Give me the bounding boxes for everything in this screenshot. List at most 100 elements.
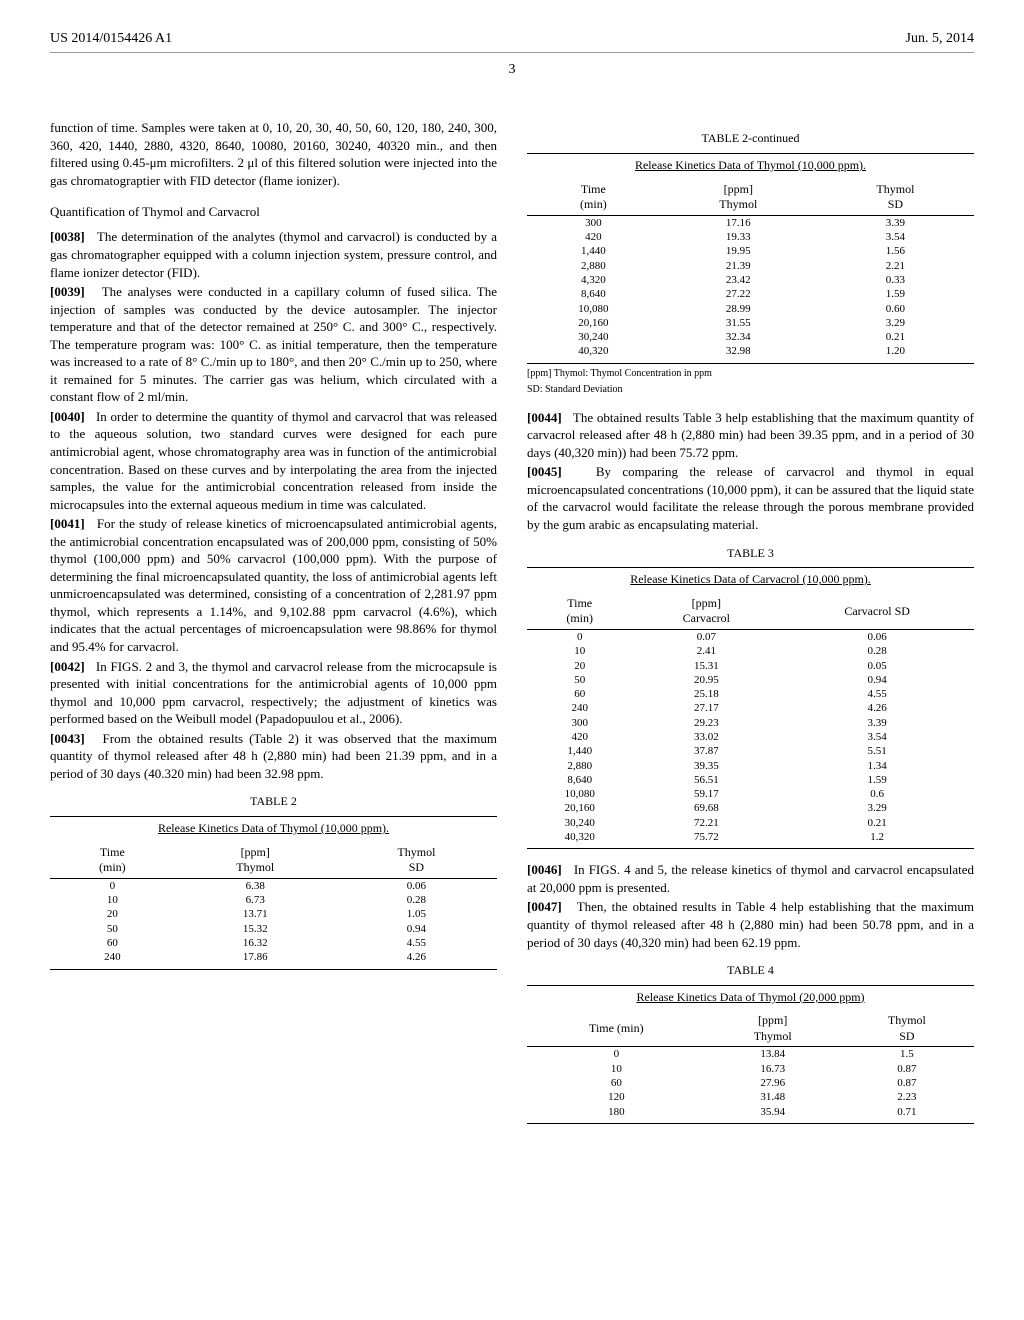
table-cell: 2,880 xyxy=(527,259,660,273)
table-cell: 0.28 xyxy=(336,893,497,907)
table-cell: 19.33 xyxy=(660,230,817,244)
bracket-0040: [0040] xyxy=(50,409,85,424)
para-0042-text: In FIGS. 2 and 3, the thymol and carvacr… xyxy=(50,659,497,727)
table-cell: 16.32 xyxy=(175,936,336,950)
table-cell: 60 xyxy=(50,936,175,950)
table-cell: 3.39 xyxy=(817,215,974,230)
bracket-0041: [0041] xyxy=(50,516,85,531)
intro-continuation: function of time. Samples were taken at … xyxy=(50,119,497,189)
left-column: function of time. Samples were taken at … xyxy=(50,119,497,1134)
table-cell: 15.31 xyxy=(632,659,780,673)
table-cell: 0.87 xyxy=(840,1062,974,1076)
table-cell: 0.87 xyxy=(840,1076,974,1090)
para-0047: [0047] Then, the obtained results in Tab… xyxy=(527,898,974,951)
table-cell: 50 xyxy=(50,922,175,936)
table-cell: 30,240 xyxy=(527,816,632,830)
page-header: US 2014/0154426 A1 Jun. 5, 2014 xyxy=(50,30,974,53)
bracket-0038: [0038] xyxy=(50,229,85,244)
table-row: 20,16069.683.29 xyxy=(527,801,974,815)
para-0044: [0044] The obtained results Table 3 help… xyxy=(527,409,974,462)
table-2c-caption: TABLE 2-continued xyxy=(527,131,974,147)
bracket-0045: [0045] xyxy=(527,464,562,479)
two-column-layout: function of time. Samples were taken at … xyxy=(50,119,974,1134)
table-cell: 15.32 xyxy=(175,922,336,936)
para-0038-text: The determination of the analytes (thymo… xyxy=(50,229,497,279)
table-cell: 3.39 xyxy=(780,716,974,730)
table-cell: 120 xyxy=(527,1090,706,1104)
table-cell: 1,440 xyxy=(527,744,632,758)
table-row: 106.730.28 xyxy=(50,893,497,907)
table-cell: 13.84 xyxy=(706,1047,840,1062)
table-row: 013.841.5 xyxy=(527,1047,974,1062)
table-cell: 32.98 xyxy=(660,344,817,363)
table-cell: 10,080 xyxy=(527,302,660,316)
table-2c-footnote2: SD: Standard Deviation xyxy=(527,384,974,397)
table-cell: 240 xyxy=(527,701,632,715)
table-cell: 10 xyxy=(527,1062,706,1076)
bracket-0046: [0046] xyxy=(527,862,562,877)
table-3: TABLE 3 Release Kinetics Data of Carvacr… xyxy=(527,546,974,850)
table-cell: 28.99 xyxy=(660,302,817,316)
table-row: 2,88021.392.21 xyxy=(527,259,974,273)
table-cell: 27.17 xyxy=(632,701,780,715)
table-cell: 2.23 xyxy=(840,1090,974,1104)
table-cell: 0.33 xyxy=(817,273,974,287)
table-cell: 10 xyxy=(527,644,632,658)
table-cell: 3.54 xyxy=(780,730,974,744)
table-cell: 4.26 xyxy=(780,701,974,715)
table-cell: 29.23 xyxy=(632,716,780,730)
table-column-header: Time(min) xyxy=(527,180,660,216)
table-cell: 50 xyxy=(527,673,632,687)
table-2-caption: TABLE 2 xyxy=(50,794,497,810)
table-row: 6016.324.55 xyxy=(50,936,497,950)
table-row: 00.070.06 xyxy=(527,629,974,644)
table-cell: 40,320 xyxy=(527,830,632,849)
table-cell: 4.55 xyxy=(780,687,974,701)
table-row: 40,32032.981.20 xyxy=(527,344,974,363)
table-column-header: [ppm]Thymol xyxy=(175,843,336,879)
table-row: 24027.174.26 xyxy=(527,701,974,715)
table-cell: 31.48 xyxy=(706,1090,840,1104)
table-cell: 1,440 xyxy=(527,244,660,258)
bracket-0043: [0043] xyxy=(50,731,85,746)
table-row: 42033.023.54 xyxy=(527,730,974,744)
table-4: TABLE 4 Release Kinetics Data of Thymol … xyxy=(527,963,974,1124)
table-cell: 10 xyxy=(50,893,175,907)
table-cell: 20,160 xyxy=(527,801,632,815)
table-row: 1,44037.875.51 xyxy=(527,744,974,758)
table-cell: 420 xyxy=(527,230,660,244)
table-cell: 300 xyxy=(527,215,660,230)
page-number: 3 xyxy=(50,61,974,79)
patent-number: US 2014/0154426 A1 xyxy=(50,30,172,48)
para-0046-text: In FIGS. 4 and 5, the release kinetics o… xyxy=(527,862,974,895)
bracket-0047: [0047] xyxy=(527,899,562,914)
table-cell: 23.42 xyxy=(660,273,817,287)
table-column-header: ThymolSD xyxy=(817,180,974,216)
table-cell: 4.55 xyxy=(336,936,497,950)
table-cell: 25.18 xyxy=(632,687,780,701)
table-2c-data: Time(min)[ppm]ThymolThymolSD 30017.163.3… xyxy=(527,180,974,364)
table-cell: 5.51 xyxy=(780,744,974,758)
table-cell: 3.54 xyxy=(817,230,974,244)
section-title-quantification: Quantification of Thymol and Carvacrol xyxy=(50,204,497,221)
table-column-header: [ppm]Thymol xyxy=(706,1011,840,1047)
table-column-header: Time(min) xyxy=(527,594,632,630)
table-row: 8,64056.511.59 xyxy=(527,773,974,787)
table-cell: 72.21 xyxy=(632,816,780,830)
table-cell: 3.29 xyxy=(780,801,974,815)
table-cell: 0.05 xyxy=(780,659,974,673)
para-0045-text: By comparing the release of carvacrol an… xyxy=(527,464,974,532)
table-cell: 39.35 xyxy=(632,759,780,773)
table-4-caption: TABLE 4 xyxy=(527,963,974,979)
bracket-0044: [0044] xyxy=(527,410,562,425)
table-cell: 0.21 xyxy=(817,330,974,344)
table-row: 1016.730.87 xyxy=(527,1062,974,1076)
table-row: 30,24032.340.21 xyxy=(527,330,974,344)
table-row: 30,24072.210.21 xyxy=(527,816,974,830)
table-row: 1,44019.951.56 xyxy=(527,244,974,258)
table-cell: 0.60 xyxy=(817,302,974,316)
table-2: TABLE 2 Release Kinetics Data of Thymol … xyxy=(50,794,497,969)
table-3-data: Time(min)[ppm]CarvacrolCarvacrol SD 00.0… xyxy=(527,594,974,850)
para-0047-text: Then, the obtained results in Table 4 he… xyxy=(527,899,974,949)
table-row: 40,32075.721.2 xyxy=(527,830,974,849)
